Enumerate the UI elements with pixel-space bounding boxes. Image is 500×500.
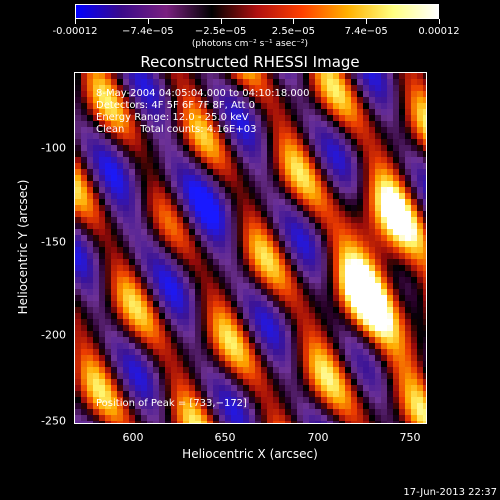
annotation-detectors: Detectors: 4F 5F 6F 7F 8F, Att 0 bbox=[96, 100, 256, 111]
colorbar-tick bbox=[75, 19, 76, 24]
plot-area bbox=[74, 72, 427, 424]
x-tick-label: 600 bbox=[122, 431, 144, 444]
y-tick-label: -100 bbox=[41, 141, 66, 155]
colorbar-tick-label: 0.00012 bbox=[418, 26, 460, 37]
colorbar-units: (photons cm⁻² s⁻¹ asec⁻²) bbox=[191, 39, 309, 49]
annotation-peak-position: Position of Peak = [733,−172] bbox=[96, 398, 247, 409]
x-tick-label: 750 bbox=[399, 431, 421, 444]
marker-dot bbox=[147, 141, 151, 145]
colorbar bbox=[75, 4, 439, 19]
annotation-clean: Clean Total counts: 4.16E+03 bbox=[96, 124, 257, 135]
y-tick-label: -200 bbox=[41, 328, 66, 342]
colorbar-tick-label: 7.4e−05 bbox=[344, 26, 388, 37]
timestamp: 17-Jun-2013 22:37 bbox=[403, 487, 497, 498]
colorbar-tick-label: -0.00012 bbox=[52, 26, 98, 37]
colorbar-tick bbox=[439, 19, 440, 24]
colorbar-tick-label: −2.5e−05 bbox=[194, 26, 247, 37]
annotation-time-range: 8-May-2004 04:05:04.000 to 04:10:18.000 bbox=[96, 88, 310, 99]
x-axis-label: Heliocentric X (arcsec) bbox=[182, 447, 318, 461]
colorbar-tick bbox=[147, 19, 149, 24]
x-tick-label: 700 bbox=[307, 431, 329, 444]
colorbar-tick bbox=[366, 19, 368, 24]
chart-title: Reconstructed RHESSI Image bbox=[140, 53, 360, 71]
colorbar-tick bbox=[293, 19, 295, 24]
colorbar-tick-label: −7.4e−05 bbox=[122, 26, 174, 37]
heatmap-image bbox=[75, 73, 426, 423]
y-axis-label: Heliocentric Y (arcsec) bbox=[16, 179, 30, 315]
x-tick-label: 650 bbox=[214, 431, 236, 444]
colorbar-tick-label: 2.5e−05 bbox=[271, 26, 315, 37]
y-tick-label: -150 bbox=[41, 235, 66, 249]
heatmap-cells bbox=[75, 73, 426, 423]
colorbar-tick bbox=[220, 19, 222, 24]
annotation-energy: Energy Range: 12.0 - 25.0 keV bbox=[96, 112, 249, 123]
y-tick-label: -250 bbox=[41, 414, 66, 428]
